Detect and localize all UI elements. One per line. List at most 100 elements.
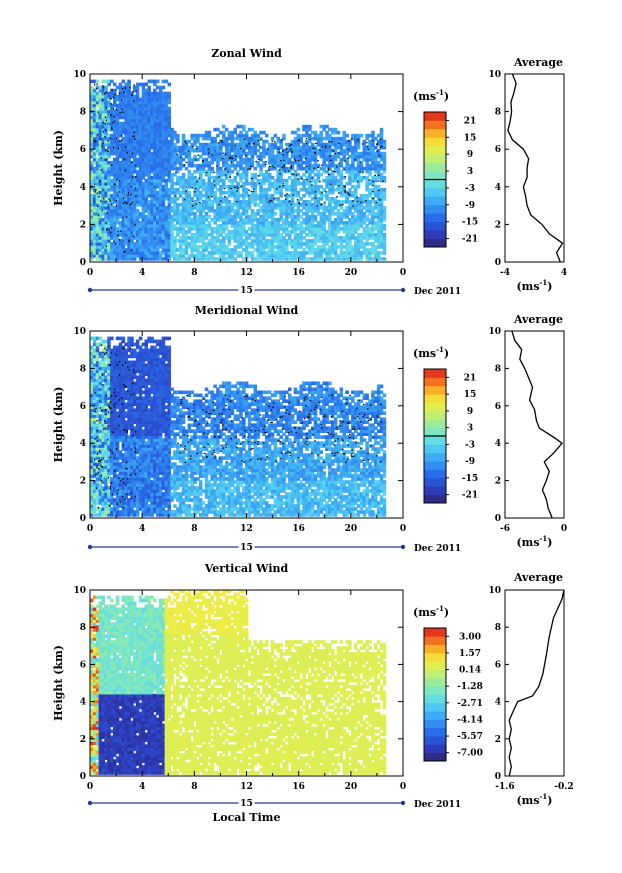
colorbar-segment: [424, 377, 446, 387]
colorbar-segment: [424, 752, 446, 762]
contour-lines: [94, 83, 384, 253]
date-month-label: Dec 2011: [414, 544, 461, 554]
colorbar-tick-label: -21: [462, 235, 478, 245]
colorbar-segment: [424, 402, 446, 412]
colorbar-segment: [424, 686, 446, 695]
y-tick-label: 10: [73, 586, 86, 596]
colorbar-segment: [424, 204, 446, 214]
x-tick-label: 12: [240, 524, 253, 534]
x-tick-label: 12: [240, 782, 253, 792]
colorbar-tick-label: -9: [465, 457, 475, 467]
colorbar-tick-label: 3.00: [459, 632, 481, 642]
x-tick-label: 4: [139, 268, 145, 278]
colorbar-segment: [424, 444, 446, 454]
x-tick-label: 0: [87, 524, 93, 534]
y-axis-label: Height (km): [52, 387, 65, 463]
average-y-tick-label: 4: [495, 698, 501, 708]
colorbar-tick-label: 3: [467, 167, 473, 177]
average-profile-line: [507, 73, 564, 263]
y-tick-label: 8: [80, 108, 86, 118]
colorbar-segment: [424, 187, 446, 197]
colorbar-segment: [424, 137, 446, 147]
average-y-tick-label: 2: [495, 477, 501, 487]
colorbar-segment: [424, 669, 446, 679]
y-tick-label: 4: [80, 183, 86, 193]
colorbar-tick-label: -5.57: [457, 732, 483, 742]
colorbar-tick-label: -9: [465, 201, 475, 211]
colorbar-segment: [424, 744, 446, 754]
colorbar-segment: [424, 410, 446, 420]
average-title: Average: [513, 571, 563, 584]
colorbar-segment: [424, 736, 446, 745]
average-frame: [504, 589, 565, 777]
average-y-tick-label: 4: [495, 183, 501, 193]
y-tick-label: 8: [80, 364, 86, 374]
y-tick-label: 6: [80, 660, 86, 670]
date-label-bg: [238, 284, 255, 296]
y-tick-label: 8: [80, 623, 86, 633]
colorbar-segment: [424, 419, 446, 429]
colorbar-segment: [424, 171, 446, 180]
colorbar-tick-label: -15: [462, 474, 478, 484]
y-tick-label: 2: [80, 477, 86, 487]
colorbar-segment: [424, 636, 446, 645]
average-y-tick-label: 6: [495, 660, 501, 670]
colorbar-tick-label: -3: [465, 184, 475, 194]
colorbar-tick-label: 21: [464, 373, 477, 383]
average-x-label: (ms-1): [516, 278, 552, 293]
average-y-tick-label: 4: [495, 439, 501, 449]
colorbar-segment: [424, 677, 446, 687]
colorbar-segment: [424, 154, 446, 163]
colorbar-segment: [424, 644, 446, 654]
colorbar-segment: [424, 452, 446, 462]
date-axis-start-marker: [87, 287, 93, 293]
average-profile-line: [508, 589, 565, 777]
x-tick-label: 16: [292, 782, 305, 792]
date-axis: 15 Dec 2011: [87, 797, 461, 810]
colorbar-segment: [424, 461, 446, 470]
colorbar-tick-label: 21: [464, 116, 477, 126]
colorbar-segment: [424, 179, 446, 189]
colorbar-segment: [424, 385, 446, 395]
average-frame: [504, 330, 565, 519]
panel-title: Vertical Wind: [204, 562, 289, 575]
colorbar: 21 15 9 3 -3 -9 -15 -21 (ms-1): [413, 345, 478, 504]
average-y-tick-label: 0: [495, 514, 501, 524]
x-tick-label: 0: [400, 782, 406, 792]
colorbar-unit: (ms-1): [413, 88, 449, 103]
colorbar-segment: [424, 230, 446, 239]
colorbar-segment: [424, 120, 446, 130]
colorbar-tick-label: -4.14: [457, 715, 483, 725]
colorbar-tick-label: -15: [462, 218, 478, 228]
average-x-tick-label: -0.2: [554, 782, 573, 792]
y-tick-label: 4: [80, 698, 86, 708]
date-axis-end-marker: [400, 544, 406, 550]
colorbar-segment: [424, 394, 446, 403]
y-axis-label: Height (km): [52, 130, 65, 206]
average-y-tick-label: 0: [495, 772, 501, 782]
panel-title: Meridional Wind: [195, 304, 299, 317]
average-x-tick-label: 4: [561, 268, 567, 278]
date-axis-end-marker: [400, 800, 406, 806]
x-tick-label: 8: [191, 524, 197, 534]
x-tick-label: 0: [87, 268, 93, 278]
date-label-bg: [238, 797, 255, 809]
colorbar-segment: [424, 694, 446, 704]
colorbar-segment: [424, 162, 446, 172]
colorbar-segment: [424, 128, 446, 138]
colorbar-frame: [423, 627, 447, 762]
colorbar-segment: [424, 661, 446, 670]
y-tick-label: 0: [80, 772, 86, 782]
x-axis-label: Local Time: [213, 811, 281, 824]
average-y-tick-label: 10: [488, 70, 501, 80]
x-tick-label: 0: [87, 782, 93, 792]
colorbar-unit: (ms-1): [413, 345, 449, 360]
colorbar-tick-label: -3: [465, 440, 475, 450]
average-frame: [504, 73, 565, 263]
heatmap-field: [90, 79, 387, 261]
date-label-bg: [238, 541, 255, 553]
x-tick-label: 20: [345, 524, 358, 534]
colorbar-segment: [424, 477, 446, 487]
